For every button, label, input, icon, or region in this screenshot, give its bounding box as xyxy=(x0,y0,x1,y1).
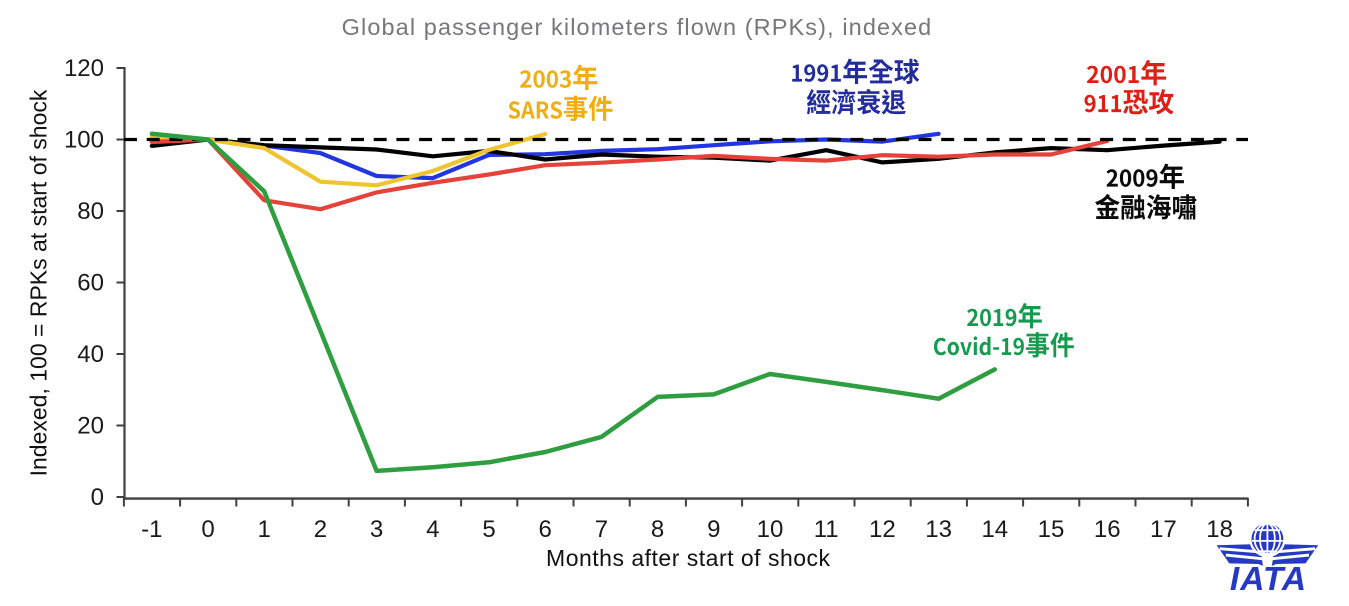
svg-text:Months after start of shock: Months after start of shock xyxy=(546,545,831,571)
svg-text:IATA: IATA xyxy=(1230,561,1307,598)
svg-text:14: 14 xyxy=(981,516,1008,543)
svg-text:15: 15 xyxy=(1038,516,1065,543)
svg-text:10: 10 xyxy=(757,516,784,543)
svg-text:7: 7 xyxy=(595,516,608,543)
svg-text:1: 1 xyxy=(258,516,271,543)
svg-text:18: 18 xyxy=(1206,516,1233,543)
svg-text:40: 40 xyxy=(77,341,104,368)
svg-text:6: 6 xyxy=(539,516,552,543)
svg-text:20: 20 xyxy=(77,412,104,439)
svg-text:13: 13 xyxy=(925,516,952,543)
svg-text:9: 9 xyxy=(707,516,720,543)
svg-text:60: 60 xyxy=(77,269,104,296)
svg-text:12: 12 xyxy=(869,516,896,543)
svg-text:Indexed, 100 = RPKs at start o: Indexed, 100 = RPKs at start of shock xyxy=(26,89,52,476)
svg-text:100: 100 xyxy=(64,126,104,153)
svg-text:16: 16 xyxy=(1094,516,1121,543)
svg-text:-1: -1 xyxy=(141,516,162,543)
svg-text:0: 0 xyxy=(91,484,104,511)
svg-text:11: 11 xyxy=(814,516,839,543)
svg-text:5: 5 xyxy=(482,516,495,543)
svg-text:0: 0 xyxy=(201,516,214,543)
svg-text:17: 17 xyxy=(1150,516,1177,543)
svg-text:2: 2 xyxy=(314,516,327,543)
svg-text:3: 3 xyxy=(370,516,383,543)
svg-text:80: 80 xyxy=(77,198,104,225)
svg-text:4: 4 xyxy=(426,516,439,543)
svg-text:8: 8 xyxy=(651,516,664,543)
svg-text:Global passenger kilometers fl: Global passenger kilometers flown (RPKs)… xyxy=(342,14,933,40)
svg-text:120: 120 xyxy=(64,55,104,82)
